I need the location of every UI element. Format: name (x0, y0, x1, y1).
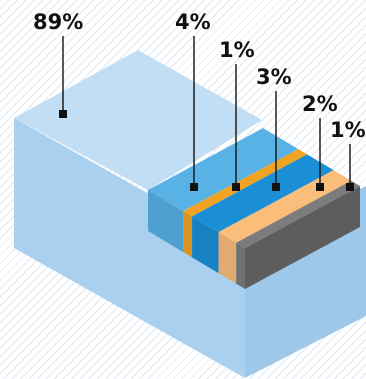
value-label: 1% (219, 38, 255, 62)
leader-marker (59, 110, 67, 118)
slice-front (218, 232, 237, 284)
value-label: 3% (256, 65, 292, 89)
slice-end-cap (245, 186, 360, 289)
slice-front (183, 211, 193, 258)
leader-marker (272, 183, 280, 191)
leader-marker (316, 183, 324, 191)
main-block-top (14, 50, 262, 190)
slice-top (148, 128, 299, 212)
label-0: 89% (33, 10, 83, 118)
value-label: 4% (175, 10, 211, 34)
slice-front (192, 216, 219, 274)
slice-front (236, 242, 245, 289)
leader-marker (346, 183, 354, 191)
value-label: 2% (302, 92, 338, 116)
slice-front (148, 190, 184, 253)
segment-1 (148, 128, 299, 253)
leader-marker (232, 183, 240, 191)
leader-marker (190, 183, 198, 191)
segment-5 (236, 180, 360, 289)
main-block-front (14, 118, 245, 378)
slice-group (148, 128, 360, 289)
slice-top (192, 154, 334, 233)
label-1: 4% (175, 10, 211, 191)
label-2: 1% (219, 38, 255, 191)
value-label: 89% (33, 10, 83, 34)
label-3: 3% (256, 65, 292, 191)
label-4: 2% (302, 92, 338, 191)
value-label: 1% (330, 118, 366, 142)
label-group: 89% 4%1%3%2%1% (33, 10, 366, 191)
segment-89 (14, 50, 366, 378)
segment-3 (192, 154, 334, 274)
slice-top (236, 180, 360, 248)
label-5: 1% (330, 118, 366, 191)
